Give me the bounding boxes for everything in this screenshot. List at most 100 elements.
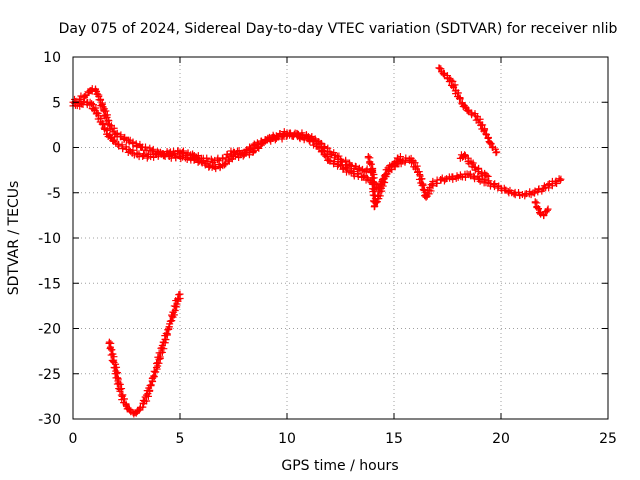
data-point — [543, 206, 551, 214]
data-point — [427, 187, 435, 195]
data-point — [219, 155, 227, 163]
x-tick-label: 0 — [69, 431, 78, 447]
series-dip-arc — [105, 290, 184, 418]
data-point — [381, 171, 389, 179]
y-tick-label: -20 — [38, 322, 61, 338]
data-point — [556, 176, 564, 184]
data-point — [155, 149, 163, 157]
series-late-arc — [435, 64, 501, 157]
data-point — [294, 131, 302, 139]
data-point — [318, 140, 326, 148]
chart-title: Day 075 of 2024, Sidereal Day-to-day VTE… — [59, 21, 618, 37]
series-main-track-b — [69, 98, 377, 177]
data-point — [113, 363, 121, 371]
y-tick-label: -5 — [47, 186, 61, 202]
data-point — [246, 145, 254, 153]
data-point — [453, 172, 461, 180]
data-point — [288, 132, 296, 140]
data-point — [531, 189, 539, 197]
data-point — [176, 290, 184, 298]
data-point — [203, 154, 211, 162]
data-point — [449, 175, 457, 183]
data-point — [393, 154, 401, 162]
data-point — [116, 387, 124, 395]
data-point — [223, 151, 231, 159]
data-point — [370, 179, 378, 187]
data-point — [167, 317, 175, 325]
data-point — [381, 178, 389, 186]
data-point — [366, 159, 374, 167]
data-point — [249, 142, 257, 150]
data-point — [143, 397, 151, 405]
data-point — [383, 170, 391, 178]
data-point — [342, 158, 350, 166]
x-axis-label: GPS time / hours — [281, 458, 398, 474]
data-point — [129, 146, 137, 154]
data-point — [119, 391, 127, 399]
data-point — [486, 139, 494, 147]
data-point — [106, 345, 114, 353]
data-point — [535, 185, 543, 193]
data-point — [364, 154, 372, 162]
y-tick-label: -30 — [38, 412, 61, 428]
data-point — [113, 370, 121, 378]
data-point — [533, 204, 541, 212]
y-tick-label: 10 — [43, 50, 61, 66]
data-point — [492, 149, 500, 157]
data-point — [422, 191, 430, 199]
tick-layer: 0 5 10 15 20 25 10 5 0 -5 -10 -15 -20 -25 -30 — [38, 50, 617, 447]
data-point — [162, 329, 170, 337]
data-point — [98, 120, 106, 128]
data-point — [479, 121, 487, 129]
data-point — [461, 103, 469, 111]
data-point — [484, 172, 492, 180]
x-tick-label: 5 — [176, 431, 185, 447]
data-point — [307, 134, 315, 142]
data-point — [551, 178, 559, 186]
data-point — [263, 136, 271, 144]
data-point — [482, 130, 490, 138]
data-point — [222, 154, 230, 162]
data-points-layer — [69, 64, 565, 418]
data-point — [370, 203, 378, 211]
data-point — [140, 152, 148, 160]
data-point — [221, 161, 229, 169]
data-point — [531, 199, 539, 207]
x-tick-label: 20 — [492, 431, 510, 447]
data-point — [510, 190, 518, 198]
y-tick-label: 5 — [52, 95, 61, 111]
data-point — [97, 95, 105, 103]
y-tick-label: -25 — [38, 367, 61, 383]
data-point — [230, 148, 238, 156]
data-point — [283, 131, 291, 139]
data-point — [165, 323, 173, 331]
data-point — [481, 176, 489, 184]
series-excursion-c — [531, 198, 552, 220]
data-point — [158, 348, 166, 356]
y-tick-label: 0 — [52, 141, 61, 157]
data-point — [396, 153, 404, 161]
data-point — [112, 360, 120, 368]
data-point — [222, 160, 230, 168]
data-point — [385, 166, 393, 174]
data-point — [330, 159, 338, 167]
data-point — [455, 95, 463, 103]
data-point — [504, 187, 512, 195]
data-point — [105, 339, 113, 347]
data-point — [105, 116, 112, 124]
series-excursion-b — [456, 151, 492, 180]
data-point — [148, 147, 156, 155]
data-point — [441, 175, 449, 183]
data-point — [470, 173, 478, 181]
data-point — [534, 205, 542, 213]
data-point — [540, 212, 548, 220]
data-point — [557, 175, 565, 183]
data-point — [334, 162, 342, 170]
data-point — [468, 109, 476, 117]
data-point — [335, 152, 343, 160]
x-tick-label: 10 — [278, 431, 296, 447]
grid-layer — [73, 57, 608, 419]
data-point — [233, 147, 241, 155]
data-point — [189, 150, 197, 158]
